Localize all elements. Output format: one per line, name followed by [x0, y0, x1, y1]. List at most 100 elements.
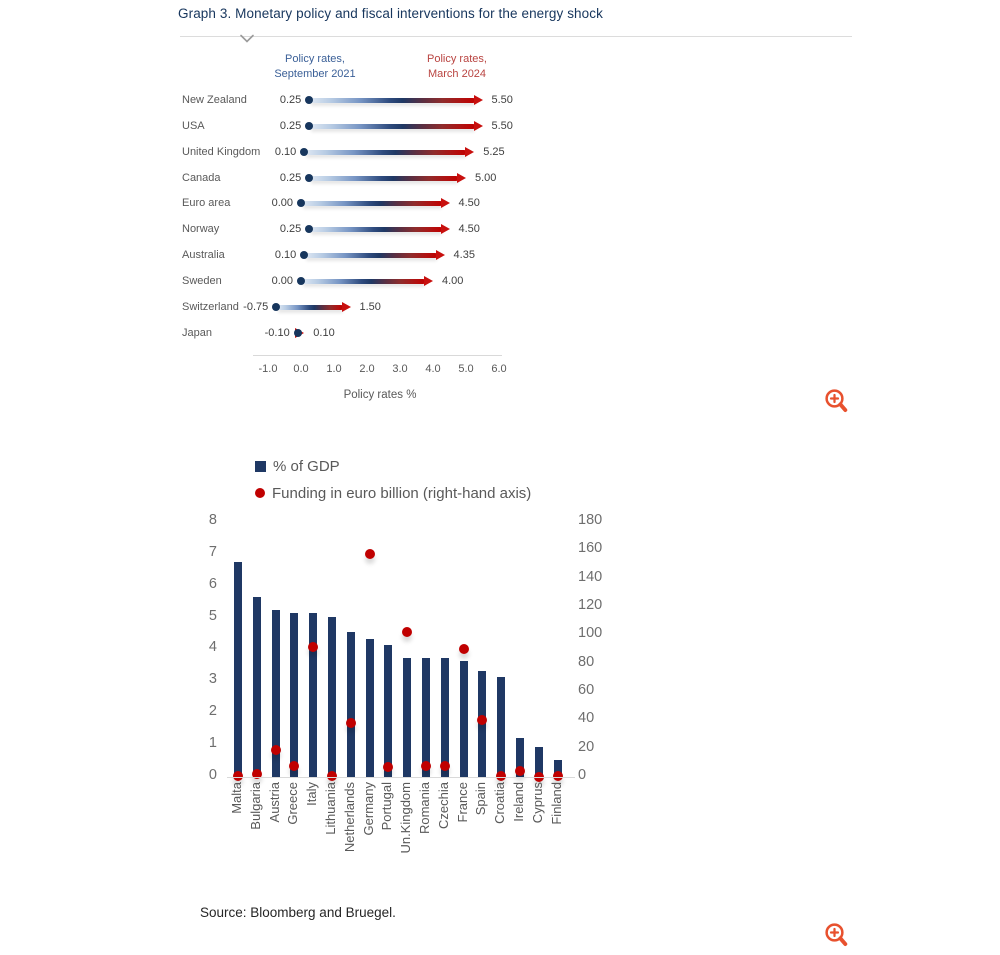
x-category-label: Ireland — [511, 782, 526, 822]
x-tick-label: 5.0 — [458, 363, 474, 375]
rate-change-gradient-line — [306, 149, 467, 155]
dumbbell-row-united-kingdom: United Kingdom 0.10 5.25 — [180, 139, 540, 165]
bar-un-kingdom — [403, 657, 412, 777]
right-axis-tick-label: 40 — [578, 710, 595, 727]
rate-change-gradient-line — [311, 123, 475, 129]
end-value-label: 1.50 — [359, 300, 381, 313]
dumbbell-row-norway: Norway 0.25 4.50 — [180, 216, 540, 242]
x-category-label: Bulgaria — [247, 782, 263, 830]
legend-label: Funding in euro billion (right-hand axis… — [272, 484, 532, 502]
right-axis-tick-label: 80 — [578, 653, 595, 670]
left-axis-tick-label: 4 — [208, 639, 217, 656]
end-value-label: 4.50 — [458, 197, 480, 210]
arrowhead-icon — [440, 198, 450, 209]
chevron-down-icon[interactable] — [239, 31, 255, 43]
end-value-label: 4.00 — [442, 274, 464, 287]
end-value-label: 4.35 — [453, 249, 475, 262]
start-value-label: 0.00 — [271, 197, 293, 210]
dumbbell-row-japan: Japan -0.10 0.10 — [180, 320, 540, 346]
x-category-label: France — [454, 782, 470, 823]
funding-dot-czechia — [439, 760, 450, 771]
rate-change-gradient-line — [306, 253, 437, 259]
start-value-label: -0.10 — [264, 326, 290, 339]
dumbbell-row-switzerland: Switzerland -0.75 1.50 — [180, 294, 540, 320]
dumbbell-row-new-zealand: New Zealand 0.25 5.50 — [180, 87, 540, 113]
start-rate-dot — [293, 328, 302, 337]
start-value-label: 0.00 — [271, 274, 293, 287]
start-value-label: 0.10 — [274, 145, 297, 158]
x-tick-label: -1.0 — [258, 363, 278, 375]
funding-dot-germany — [364, 549, 375, 560]
end-value-label: 5.00 — [475, 171, 497, 184]
x-axis-line — [253, 355, 502, 356]
x-category-label: Lithuania — [323, 782, 338, 835]
bar-ireland — [516, 737, 524, 777]
funding-dot-lithuania — [327, 770, 337, 781]
country-label: Australia — [182, 249, 225, 262]
funding-dot-croatia — [496, 770, 507, 781]
arrowhead-icon — [465, 146, 475, 157]
funding-dot-bulgaria — [251, 769, 262, 780]
funding-dot-netherlands — [345, 718, 356, 729]
bar-netherlands — [346, 632, 355, 777]
page-title: Graph 3. Monetary policy and fiscal inte… — [178, 6, 603, 21]
source-note: Source: Bloomberg and Bruegel. — [200, 905, 396, 920]
country-label: Switzerland — [182, 300, 239, 313]
rate-change-gradient-line — [278, 304, 343, 310]
right-axis-tick-label: 60 — [578, 681, 595, 698]
end-value-label: 5.50 — [491, 119, 513, 132]
start-value-label: -0.75 — [243, 300, 269, 313]
x-tick-label: 3.0 — [392, 363, 408, 375]
x-category-label: Cyprus — [529, 782, 545, 824]
bar-czechia — [440, 657, 449, 777]
right-axis-tick-label: 120 — [578, 596, 603, 613]
scatter-series-legend-marker — [255, 488, 265, 498]
end-value-label: 5.25 — [483, 145, 505, 158]
x-category-label: Malta — [229, 782, 244, 814]
bar-germany — [365, 638, 374, 777]
start-value-label: 0.25 — [279, 119, 302, 132]
dumbbell-row-usa: USA 0.25 5.50 — [180, 113, 540, 139]
country-label: USA — [182, 119, 205, 132]
zoom-in-icon[interactable] — [822, 386, 852, 416]
end-value-label: 0.10 — [313, 326, 335, 339]
x-axis-line — [227, 777, 575, 778]
dumbbell-row-canada: Canada 0.25 5.00 — [180, 165, 540, 191]
bar-france — [459, 661, 468, 777]
country-label: Sweden — [182, 274, 222, 287]
x-category-label: Italy — [304, 782, 320, 806]
fiscal-interventions-combo-chart: % of GDP Funding in euro billion (right-… — [185, 450, 630, 910]
country-label: Norway — [182, 223, 220, 236]
zoom-in-icon[interactable] — [822, 920, 852, 950]
right-axis-tick-label: 0 — [578, 767, 587, 783]
country-label: Canada — [182, 171, 221, 184]
x-tick-label: 6.0 — [491, 363, 507, 375]
arrowhead-icon — [473, 95, 483, 105]
x-tick-label: 1.0 — [326, 363, 342, 375]
left-axis-tick-label: 2 — [208, 703, 217, 720]
bar-austria — [271, 610, 280, 777]
dumbbell-row-sweden: Sweden 0.00 4.00 — [180, 268, 540, 294]
series-start-header: Policy rates, September 2021 — [274, 53, 356, 81]
x-category-label: Croatia — [492, 782, 508, 824]
start-rate-dot — [305, 173, 314, 182]
right-axis-tick-label: 180 — [578, 511, 603, 528]
funding-dot-greece — [289, 760, 300, 771]
rate-change-gradient-line — [311, 175, 458, 181]
bar-italy — [309, 613, 318, 777]
x-category-label: Spain — [473, 782, 489, 816]
left-axis-tick-label: 7 — [208, 543, 217, 560]
start-rate-dot — [300, 147, 309, 156]
bar-finland — [553, 760, 562, 777]
arrowhead-icon — [457, 172, 466, 183]
bar-greece — [290, 613, 299, 777]
bar-romania — [422, 657, 430, 777]
funding-dot-portugal — [383, 762, 394, 773]
x-category-label: Netherlands — [341, 782, 357, 853]
start-rate-dot — [305, 96, 314, 104]
start-value-label: 0.25 — [279, 171, 302, 184]
rate-change-gradient-line — [303, 201, 442, 207]
series-end-header: Policy rates, March 2024 — [427, 53, 487, 81]
funding-dot-finland — [552, 770, 563, 781]
